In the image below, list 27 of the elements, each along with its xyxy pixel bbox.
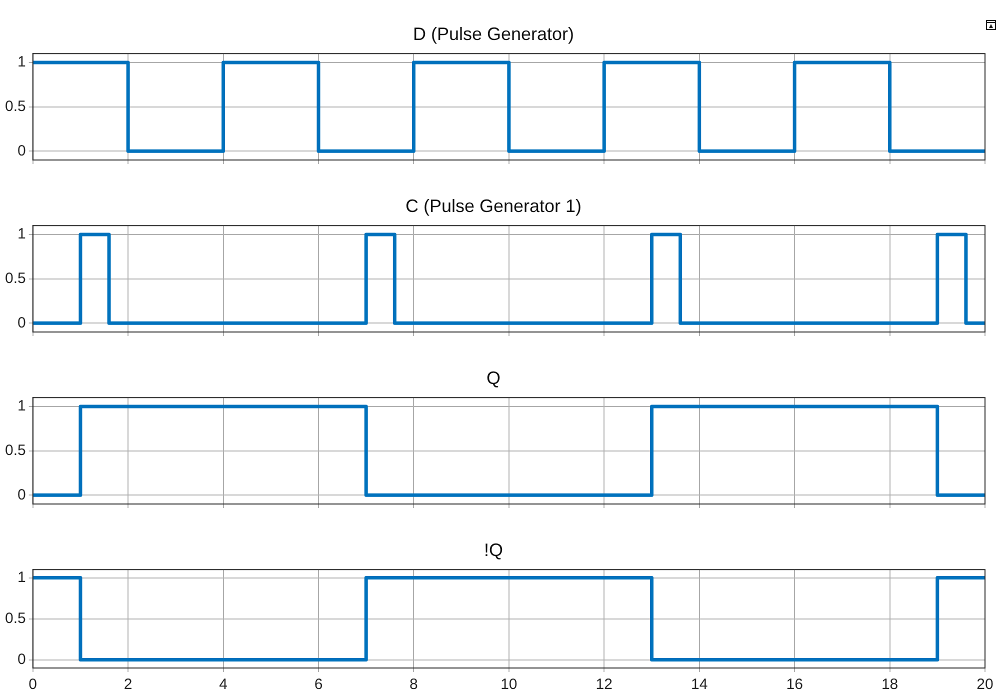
x-tick-label: 16 [786,676,803,694]
y-tick-label: 1 [18,568,26,586]
x-tick-label: 4 [219,676,228,694]
x-tick-label: 14 [691,676,708,694]
y-tick-label: 1 [18,226,26,243]
y-tick-label: 0.5 [4,98,26,115]
chart-title: D (Pulse Generator) [412,24,574,44]
y-tick-label: 0 [18,142,26,160]
x-tick-label: 0 [28,676,38,694]
x-tick-label: 2 [124,676,132,694]
y-tick-label: 0.5 [4,610,26,627]
x-tick-label: 10 [500,676,518,694]
y-tick-label: 1 [18,54,26,71]
chart-title: C (Pulse Generator 1) [405,196,582,216]
x-tick-label: 20 [976,676,994,694]
y-tick-label: 0 [18,650,26,668]
y-tick-label: 0.5 [4,442,26,459]
y-tick-label: 0 [18,314,26,332]
x-tick-label: 8 [410,676,418,694]
x-tick-label: 6 [314,676,323,694]
y-tick-label: 0.5 [4,270,26,287]
y-tick-label: 0 [18,486,26,504]
chart-title: !Q [484,540,504,560]
x-tick-label: 18 [881,676,898,694]
x-tick-label: 12 [596,676,612,694]
y-tick-label: 1 [18,398,26,415]
chart-title: Q [486,368,501,388]
